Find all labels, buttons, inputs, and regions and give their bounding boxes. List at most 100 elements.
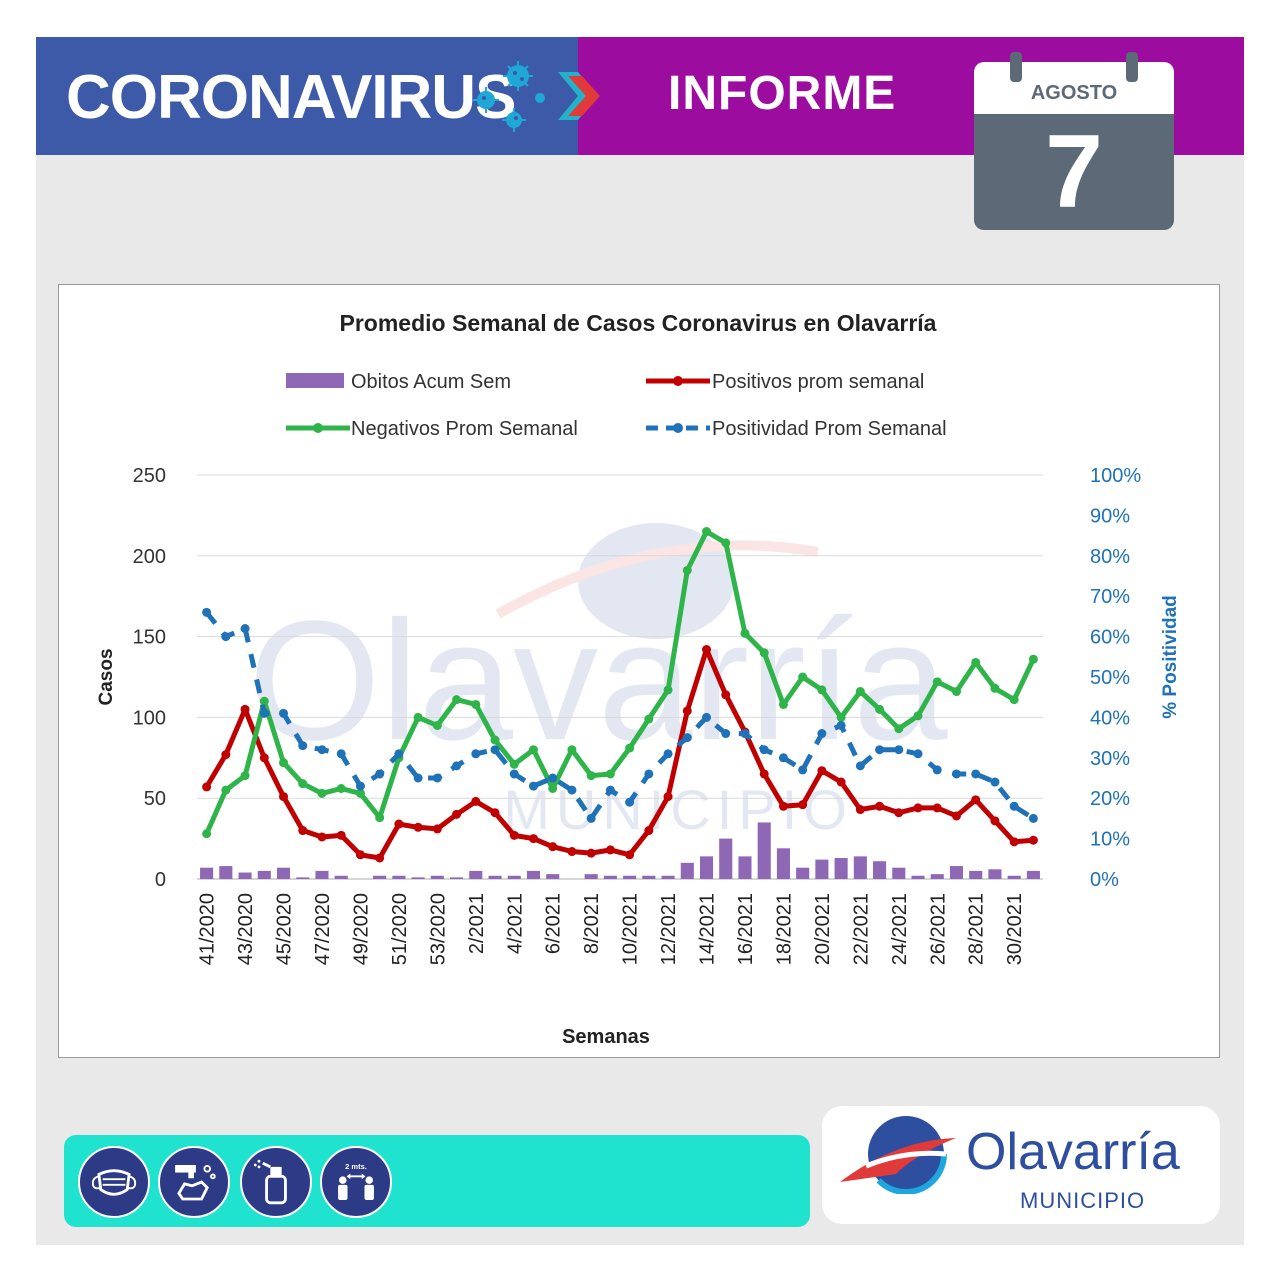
bar-obitos (334, 875, 348, 879)
bar-obitos (546, 874, 560, 879)
calendar-badge: AGOSTO 7 (974, 52, 1174, 230)
header-subtitle: INFORME (668, 67, 897, 120)
x-tick-label: 10/2021 (620, 893, 642, 965)
y2-tick-label: 50% (1090, 667, 1130, 689)
point-positividad (894, 745, 904, 755)
point-negativos (548, 784, 558, 794)
point-negativos (279, 758, 289, 768)
sanitizer-icon (240, 1146, 312, 1218)
calendar-day: 7 (1045, 114, 1103, 230)
point-positivos (567, 847, 577, 857)
point-negativos (682, 565, 692, 575)
bar-obitos (219, 866, 233, 879)
logo-icon (840, 1114, 956, 1194)
bar-obitos (257, 870, 271, 879)
point-positivos (1028, 835, 1038, 845)
point-positivos (913, 803, 923, 813)
calendar-month: AGOSTO (1030, 82, 1118, 104)
point-positividad (375, 769, 385, 779)
bar-obitos (699, 856, 714, 879)
chart: Olavarría MUNICIPIO Promedio Semanal de … (96, 310, 1181, 1048)
bar-obitos (719, 838, 733, 879)
point-positividad (990, 777, 1000, 787)
bar-obitos (757, 822, 771, 879)
legend-label-negativos: Negativos Prom Semanal (351, 418, 578, 440)
point-negativos (721, 538, 731, 548)
point-positividad (875, 745, 885, 755)
x-tick-label: 24/2021 (889, 893, 911, 965)
bar-obitos (815, 859, 829, 879)
y-tick-label: 100 (133, 707, 166, 729)
point-positivos (836, 777, 846, 787)
point-negativos (317, 788, 327, 798)
x-axis-label: Semanas (562, 1026, 650, 1048)
point-positivos (355, 850, 365, 860)
point-negativos (971, 657, 981, 667)
point-negativos (855, 687, 865, 697)
logo-name: Olavarría (966, 1123, 1180, 1181)
point-negativos (567, 745, 577, 755)
point-positivos (971, 795, 981, 805)
point-positividad (413, 773, 423, 783)
mask-icon (78, 1146, 150, 1218)
point-positivos (259, 753, 269, 763)
x-tick-label: 30/2021 (1004, 893, 1026, 965)
point-positividad (317, 745, 327, 755)
virus-icon (473, 61, 545, 132)
bar-obitos (450, 877, 464, 879)
point-negativos (202, 829, 212, 839)
bar-obitos (642, 875, 656, 879)
bar-obitos (584, 874, 598, 879)
point-positivos (240, 704, 250, 714)
point-positividad (452, 761, 462, 771)
point-positividad (1009, 801, 1019, 811)
point-positividad (971, 769, 981, 779)
calendar-bottom (974, 114, 1174, 230)
x-tick-label: 45/2020 (274, 893, 296, 965)
series-lines (202, 527, 1038, 863)
bar-obitos (623, 875, 637, 879)
bar-obitos (1026, 870, 1040, 879)
x-tick-label: 53/2020 (427, 893, 449, 965)
point-positividad (836, 720, 846, 730)
y2-tick-label: 70% (1090, 586, 1130, 608)
point-positividad (240, 624, 250, 634)
point-positivos (855, 805, 865, 815)
bar-obitos (738, 856, 752, 879)
point-negativos (375, 813, 385, 823)
x-tick-label: 26/2021 (927, 893, 949, 965)
point-negativos (605, 769, 615, 779)
bar-obitos (315, 870, 329, 879)
bar-obitos (834, 857, 848, 879)
y-tick-label: 200 (133, 546, 166, 568)
point-negativos (586, 771, 596, 781)
logo-subtitle: MUNICIPIO (1020, 1188, 1146, 1213)
point-positivos (625, 850, 635, 860)
bar-obitos (661, 875, 675, 879)
handwash-icon (158, 1146, 230, 1218)
point-positividad (625, 797, 635, 807)
point-negativos (471, 699, 481, 709)
distance-label: 2 mts. (345, 1162, 367, 1171)
point-positividad (432, 773, 442, 783)
y-axis-ticks: 0 50 100 150 200 250 (133, 465, 166, 891)
legend-label-obitos: Obitos Acum Sem (351, 371, 511, 393)
legend-marker-negativos (313, 423, 323, 433)
legend-marker-positivos (673, 376, 683, 386)
point-negativos (1028, 654, 1038, 664)
point-positividad (221, 632, 231, 642)
point-positividad (663, 749, 673, 759)
point-positividad (644, 769, 654, 779)
bar-obitos (911, 875, 925, 879)
point-negativos (625, 743, 635, 753)
x-tick-label: 14/2021 (697, 893, 719, 965)
point-negativos (778, 699, 788, 709)
bar-obitos (373, 875, 387, 879)
point-negativos (702, 527, 712, 537)
bar-obitos (526, 870, 541, 879)
point-negativos (798, 672, 808, 682)
header-title: CORONAVIRUS (66, 63, 516, 132)
point-negativos (663, 685, 673, 695)
distance-icon: 2 mts. (320, 1146, 392, 1218)
y-tick-label: 50 (144, 788, 166, 810)
